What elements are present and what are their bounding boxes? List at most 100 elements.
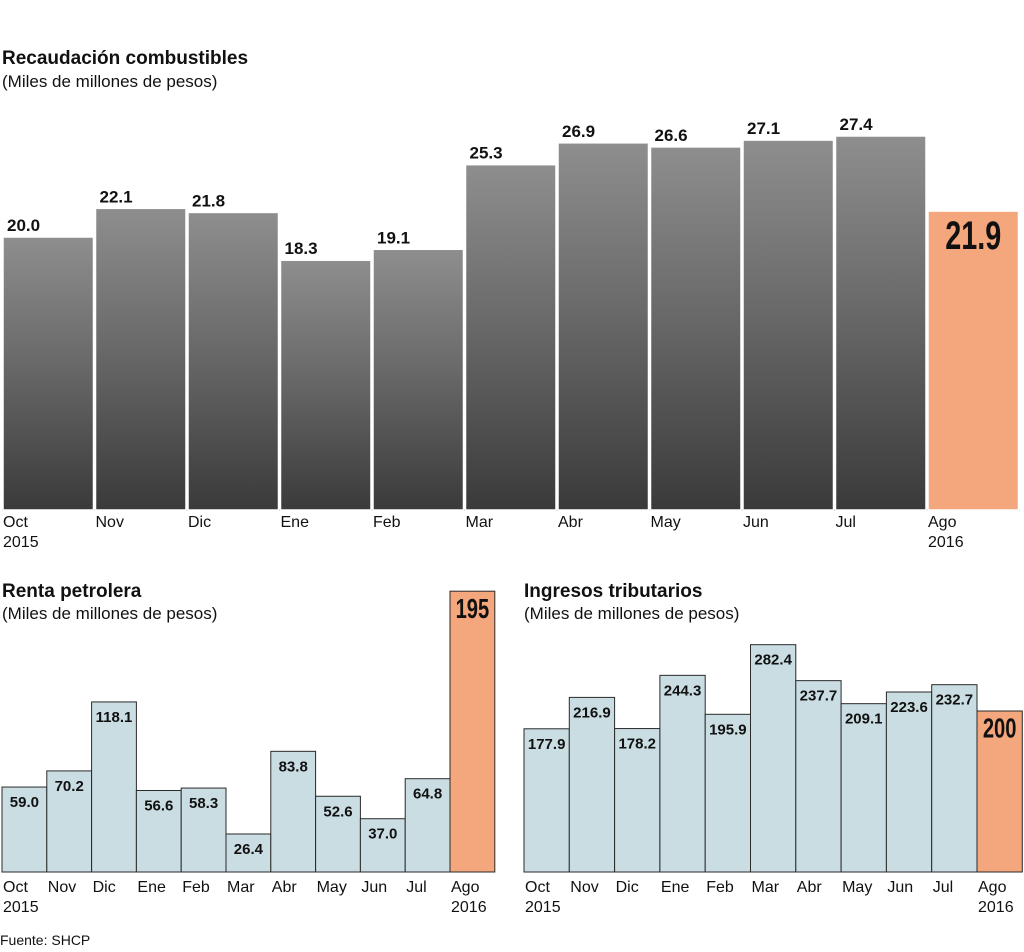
tick-label-7: May <box>842 879 872 896</box>
tick-label-1: Nov <box>48 879 76 896</box>
value-label-8: 223.6 <box>890 699 928 716</box>
value-label-10: 195 <box>456 594 490 625</box>
tick-label-6: Abr <box>797 879 823 896</box>
tick-label-10-year: 2016 <box>451 899 487 916</box>
value-label-9: 232.7 <box>936 692 974 709</box>
value-label-4: 58.3 <box>189 795 218 812</box>
bar-1 <box>94 207 187 511</box>
tick-label-0: Oct <box>3 514 28 531</box>
value-label-7: 52.6 <box>323 803 352 820</box>
value-label-5: 282.4 <box>754 652 792 669</box>
value-label-6: 26.9 <box>562 122 595 141</box>
bar-1 <box>46 770 93 873</box>
bar-0 <box>2 236 95 511</box>
tick-label-7: May <box>651 514 681 531</box>
value-label-3: 244.3 <box>664 682 702 699</box>
tick-label-9: Jul <box>836 514 856 531</box>
tick-label-4: Feb <box>182 879 210 896</box>
bar-1 <box>568 696 616 873</box>
value-label-2: 118.1 <box>96 709 133 726</box>
bar-3 <box>279 259 372 511</box>
tick-label-0-year: 2015 <box>525 899 561 916</box>
bar-4 <box>372 248 465 511</box>
bar-0 <box>1 786 48 873</box>
tick-label-2: Dic <box>188 514 211 531</box>
bar-9 <box>931 684 978 873</box>
chart2-title: Renta petrolera <box>2 581 142 602</box>
bar-4 <box>180 787 227 873</box>
value-label-0: 59.0 <box>10 794 39 811</box>
bar-0 <box>523 728 570 873</box>
value-label-1: 22.1 <box>100 187 133 206</box>
value-label-2: 21.8 <box>192 191 225 210</box>
tick-label-9: Jul <box>933 879 953 896</box>
chart1-subtitle: (Miles de millones de pesos) <box>2 72 218 91</box>
value-label-2: 178.2 <box>618 736 656 753</box>
tick-label-9: Jul <box>406 879 426 896</box>
tick-label-7: May <box>317 879 347 896</box>
tick-label-3: Ene <box>281 514 310 531</box>
bar-9 <box>404 778 451 873</box>
tick-label-10: Ago <box>978 879 1007 896</box>
bar-10 <box>927 210 1020 511</box>
value-label-0: 20.0 <box>7 216 40 235</box>
value-label-1: 216.9 <box>573 704 611 721</box>
bar-5 <box>464 163 557 511</box>
tick-label-6: Abr <box>272 879 298 896</box>
tick-label-10-year: 2016 <box>928 534 964 551</box>
value-label-10: 21.9 <box>945 213 1001 258</box>
bar-10 <box>976 710 1023 873</box>
value-label-7: 209.1 <box>845 711 883 728</box>
tick-label-0-year: 2015 <box>3 899 39 916</box>
chart2-subtitle: (Miles de millones de pesos) <box>2 604 218 623</box>
chart1-title: Recaudación combustibles <box>2 48 249 69</box>
tick-label-1: Nov <box>570 879 598 896</box>
bar-8 <box>742 139 835 511</box>
value-label-1: 70.2 <box>55 778 84 795</box>
value-label-7: 26.6 <box>655 126 688 145</box>
bar-5 <box>750 644 797 873</box>
bar-3 <box>135 789 182 873</box>
tick-label-4: Feb <box>706 879 734 896</box>
tick-label-10: Ago <box>451 879 480 896</box>
value-label-4: 19.1 <box>377 228 410 247</box>
bar-7 <box>840 703 887 873</box>
tick-label-4: Feb <box>373 514 401 531</box>
value-label-3: 56.6 <box>144 797 173 814</box>
tick-label-0: Oct <box>525 879 550 896</box>
value-label-5: 26.4 <box>234 841 264 858</box>
bar-6 <box>270 750 317 873</box>
tick-label-8: Jun <box>743 514 769 531</box>
tick-label-0-year: 2015 <box>3 534 39 551</box>
chart3-title: Ingresos tributarios <box>524 581 703 602</box>
tick-label-8: Jun <box>887 879 913 896</box>
value-label-8: 37.0 <box>368 826 397 843</box>
bar-9 <box>834 135 927 511</box>
chart-renta-petrolera: 59.0 Oct 2015 70.2 Nov 118.1 Dic 56.6 Ene 58.3 Feb… <box>1 590 496 916</box>
tick-label-3: Ene <box>661 879 690 896</box>
tick-label-0: Oct <box>3 879 28 896</box>
chart-ingresos-tributarios: 177.9 Oct 2015 216.9 Nov 178.2 Dic 244.3 Ene 195.… <box>523 644 1023 916</box>
bar-3 <box>659 674 706 873</box>
value-label-0: 177.9 <box>528 736 566 753</box>
value-label-6: 83.8 <box>279 758 308 775</box>
tick-label-5: Mar <box>752 879 780 896</box>
tick-label-6: Abr <box>558 514 584 531</box>
bar-6 <box>795 680 842 873</box>
tick-label-10-year: 2016 <box>978 899 1014 916</box>
tick-label-2: Dic <box>616 879 639 896</box>
bar-8 <box>885 691 933 873</box>
chart-recaudacion-combustibles: 20.0 Oct 2015 22.1 Nov 21.8 Dic 18.3 Ene 19.1 Feb 2… <box>2 115 1020 551</box>
tick-label-2: Dic <box>93 879 116 896</box>
bar-4 <box>704 713 752 873</box>
tick-label-10: Ago <box>928 514 957 531</box>
value-label-5: 25.3 <box>470 144 503 163</box>
tick-label-5: Mar <box>466 514 494 531</box>
bar-2 <box>91 701 137 873</box>
tick-label-1: Nov <box>96 514 124 531</box>
value-label-8: 27.1 <box>747 119 780 138</box>
bar-2 <box>187 211 280 511</box>
tick-label-5: Mar <box>227 879 255 896</box>
value-label-3: 18.3 <box>285 239 318 258</box>
